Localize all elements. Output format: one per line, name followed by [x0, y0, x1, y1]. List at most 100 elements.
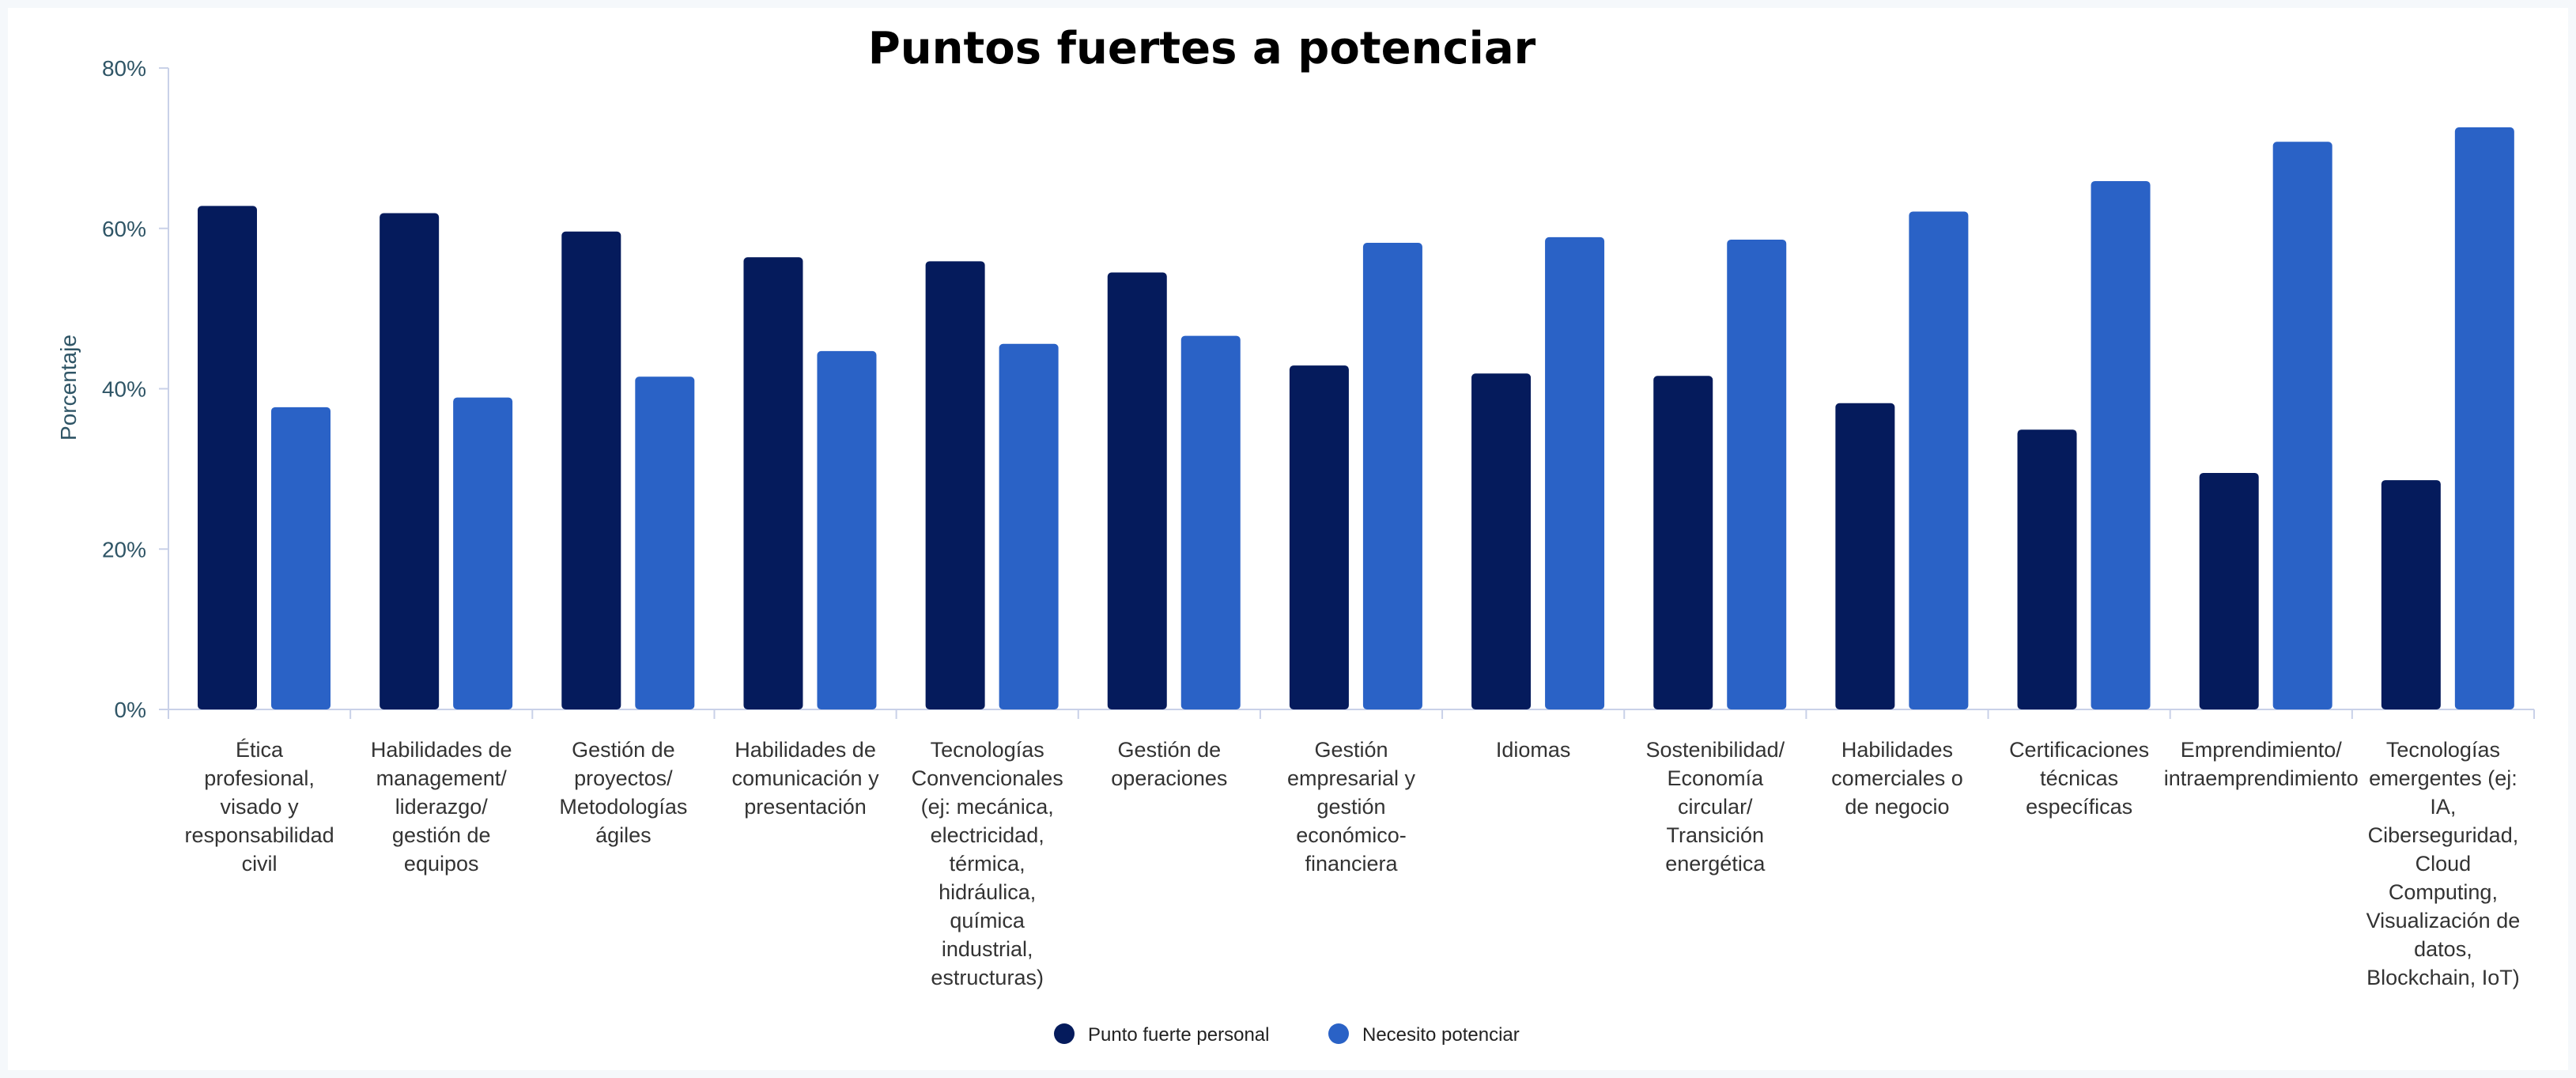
- category-label: Tecnologías Convencionales (ej: mecánica, e…: [912, 738, 1063, 989]
- category-label-line: equipos: [404, 852, 479, 876]
- y-axis: 0% 20% 40% 60% 80%: [102, 56, 169, 722]
- category-label: Habilidades comerciales o de negocio: [1831, 738, 1963, 819]
- bar-necesito-potenciar[interactable]: [271, 407, 330, 709]
- category-label-line: Sostenibilidad/: [1645, 738, 1785, 762]
- category-label-line: civil: [242, 852, 278, 876]
- bar-necesito-potenciar[interactable]: [2272, 142, 2332, 709]
- category-label-line: empresarial y: [1287, 766, 1416, 790]
- bar-punto-fuerte[interactable]: [380, 213, 440, 709]
- legend-label[interactable]: Necesito potenciar: [1362, 1024, 1520, 1046]
- category-label-line: Ética: [236, 738, 284, 762]
- y-tick-label: 60%: [102, 217, 146, 241]
- category-label-line: profesional,: [204, 766, 315, 790]
- bar-necesito-potenciar[interactable]: [1180, 335, 1241, 709]
- category-label-line: Gestión de: [1118, 738, 1222, 762]
- y-tick-label: 80%: [102, 56, 146, 81]
- bar-punto-fuerte[interactable]: [1471, 373, 1532, 709]
- category-label-line: Gestión de: [572, 738, 675, 762]
- bar-punto-fuerte[interactable]: [2199, 472, 2259, 709]
- bar-necesito-potenciar[interactable]: [635, 376, 695, 709]
- category-label-line: química: [950, 909, 1025, 932]
- category-label-line: proyectos/: [574, 766, 673, 790]
- category-label-line: operaciones: [1111, 766, 1227, 790]
- category-label-line: Emprendimiento/: [2181, 738, 2343, 762]
- legend-swatch[interactable]: [1054, 1023, 1075, 1044]
- category-label-line: hidráulica,: [939, 880, 1036, 904]
- category-label: Habilidades de management/liderazgo/gesti…: [371, 738, 512, 876]
- category-label: Ética profesional, visado y responsabilidad…: [185, 738, 334, 876]
- category-label-line: comerciales o: [1831, 766, 1963, 790]
- category-label: Idiomas: [1496, 738, 1571, 762]
- category-label-line: Gestión: [1314, 738, 1388, 762]
- category-label-line: Tecnologías: [2386, 738, 2500, 762]
- category-label: Certificaciones técnicas específicas: [2009, 738, 2149, 819]
- category-label-line: datos,: [2414, 937, 2472, 961]
- category-label: Sostenibilidad/Economía circular/Transici…: [1645, 738, 1785, 876]
- category-label-line: presentación: [744, 795, 867, 819]
- category-label: Gestión empresarial y gestión económico-fin…: [1287, 738, 1416, 876]
- category-label: Emprendimiento/intraemprendimiento: [2164, 738, 2359, 790]
- category-label-line: financiera: [1305, 852, 1398, 876]
- y-axis-label: Porcentaje: [56, 335, 81, 441]
- bar-necesito-potenciar[interactable]: [817, 350, 877, 709]
- category-label-line: estructuras): [931, 966, 1044, 989]
- category-label-line: emergentes (ej:: [2369, 766, 2517, 790]
- category-label-line: management/: [376, 766, 508, 790]
- y-tick-label: 20%: [102, 537, 146, 562]
- category-label-line: Cloud: [2415, 852, 2472, 876]
- bar-punto-fuerte[interactable]: [1835, 403, 1895, 709]
- bar-necesito-potenciar[interactable]: [2454, 127, 2514, 709]
- category-label-line: gestión de: [392, 823, 491, 847]
- legend-label[interactable]: Punto fuerte personal: [1088, 1024, 1270, 1046]
- category-label-line: específicas: [2026, 795, 2132, 819]
- bar-punto-fuerte[interactable]: [2381, 480, 2441, 709]
- category-label-line: Computing,: [2389, 880, 2498, 904]
- category-label-line: Visualización de: [2366, 909, 2521, 932]
- category-label-line: Habilidades: [1841, 738, 1953, 762]
- category-label-line: energética: [1665, 852, 1766, 876]
- category-label-line: comunicación y: [731, 766, 879, 790]
- bar-necesito-potenciar[interactable]: [999, 343, 1059, 709]
- category-label-line: Transición: [1667, 823, 1765, 847]
- bar-necesito-potenciar[interactable]: [1362, 242, 1422, 709]
- category-label-line: (ej: mecánica,: [921, 795, 1054, 819]
- category-label-line: intraemprendimiento: [2164, 766, 2359, 790]
- category-labels: Ética profesional, visado y responsabilidad…: [185, 738, 2521, 989]
- category-label-line: Habilidades de: [735, 738, 876, 762]
- bar-necesito-potenciar[interactable]: [2091, 180, 2151, 710]
- bar-punto-fuerte[interactable]: [1653, 376, 1713, 709]
- category-label-line: responsabilidad: [185, 823, 334, 847]
- bar-punto-fuerte[interactable]: [1107, 272, 1167, 710]
- category-label-line: Metodologías: [559, 795, 687, 819]
- y-tick-label: 40%: [102, 377, 146, 402]
- category-label-line: económico-: [1296, 823, 1407, 847]
- bar-punto-fuerte[interactable]: [561, 231, 621, 709]
- category-label-line: ágiles: [595, 823, 652, 847]
- category-label-line: Ciberseguridad,: [2368, 823, 2519, 847]
- bar-necesito-potenciar[interactable]: [453, 397, 513, 709]
- category-label-line: circular/: [1678, 795, 1753, 819]
- category-label-line: térmica,: [950, 852, 1025, 876]
- bars: [198, 127, 2514, 710]
- category-label-line: gestión: [1316, 795, 1385, 819]
- category-label: Gestión de proyectos/Metodologías ágiles: [559, 738, 687, 847]
- bar-punto-fuerte[interactable]: [743, 257, 803, 709]
- category-label-line: electricidad,: [931, 823, 1044, 847]
- legend-swatch[interactable]: [1328, 1023, 1349, 1044]
- bar-punto-fuerte[interactable]: [925, 261, 985, 710]
- category-label-line: Certificaciones: [2009, 738, 2149, 762]
- bar-necesito-potenciar[interactable]: [1909, 211, 1969, 709]
- bar-necesito-potenciar[interactable]: [1727, 239, 1787, 709]
- category-label-line: Economía: [1668, 766, 1765, 790]
- category-label-line: Convencionales: [912, 766, 1063, 790]
- category-label-line: IA,: [2430, 795, 2456, 819]
- legend: Punto fuerte personal Necesito potenciar: [1054, 1023, 1520, 1046]
- bar-punto-fuerte[interactable]: [1289, 365, 1349, 709]
- category-label-line: Habilidades de: [371, 738, 512, 762]
- bar-punto-fuerte[interactable]: [2017, 429, 2077, 709]
- category-label-line: Blockchain, IoT): [2366, 966, 2520, 989]
- bar-punto-fuerte[interactable]: [198, 206, 257, 709]
- category-label-line: industrial,: [942, 937, 1033, 961]
- bar-necesito-potenciar[interactable]: [1545, 236, 1605, 709]
